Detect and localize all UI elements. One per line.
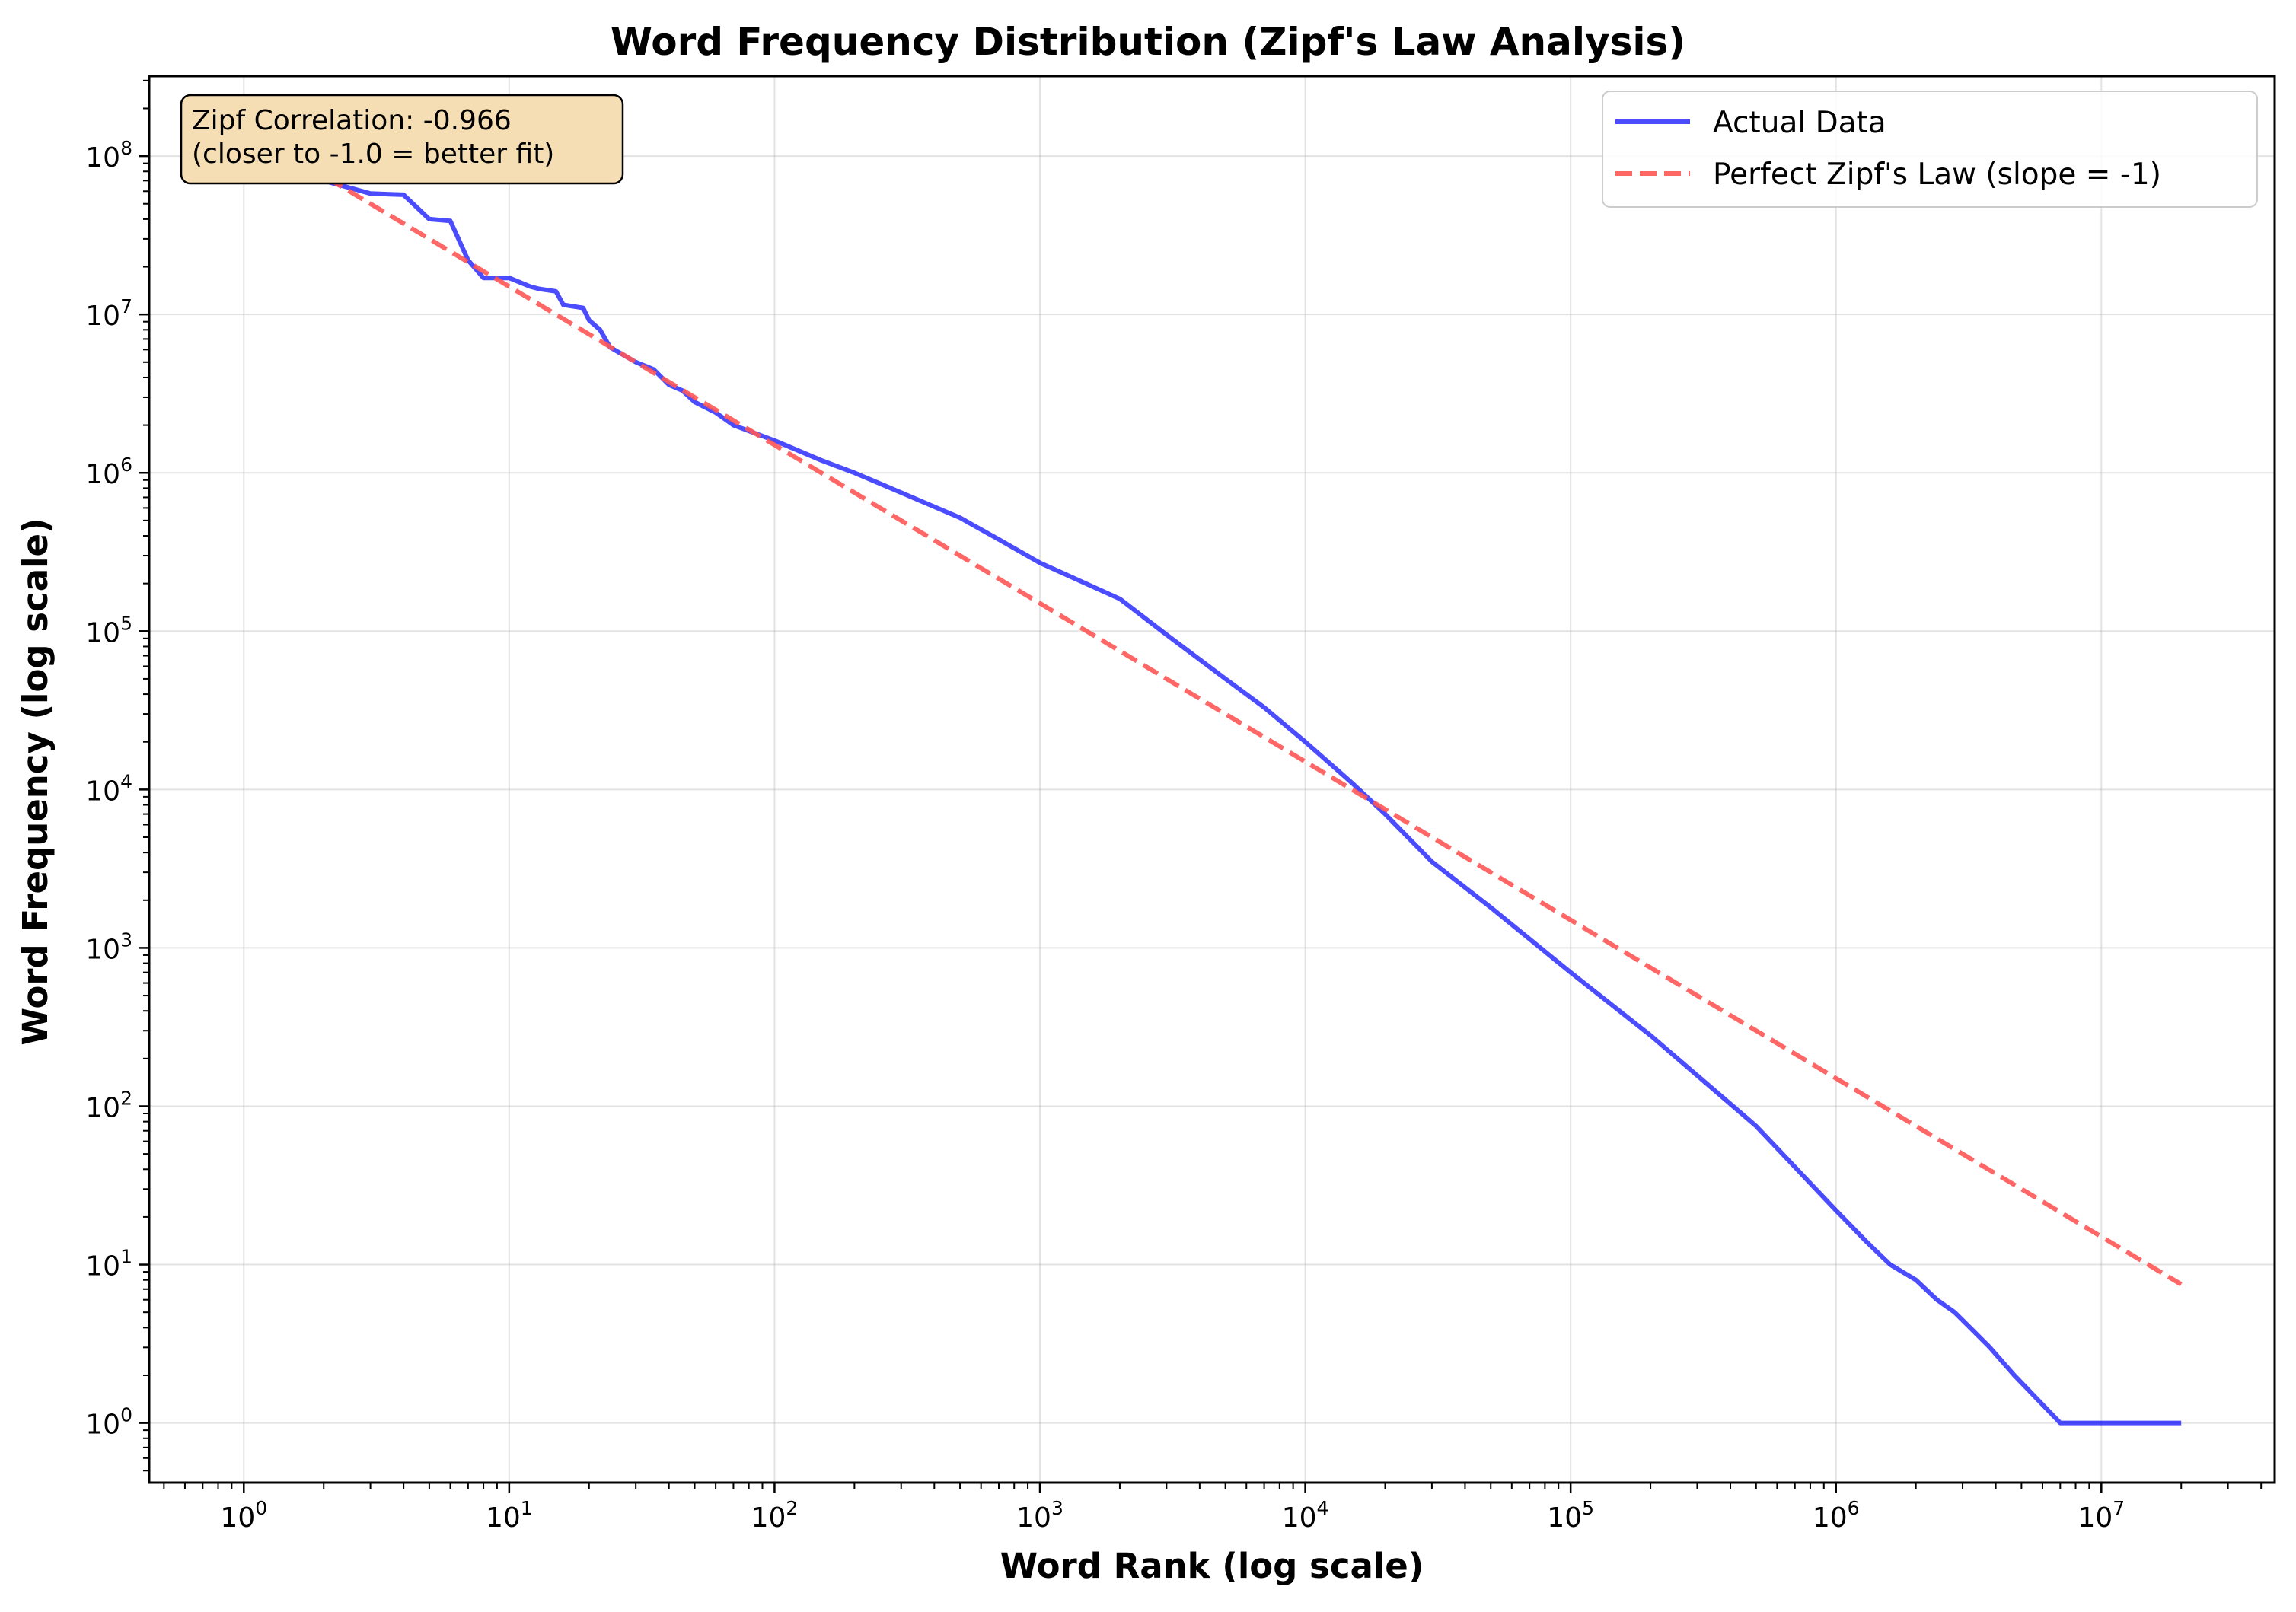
annotation-box (180, 94, 624, 185)
y-tick-label: 104 (85, 770, 132, 807)
annotation-line-1: Zipf Correlation: -0.966 (192, 105, 512, 136)
y-tick-label: 107 (85, 295, 132, 332)
y-tick-label: 106 (85, 454, 132, 490)
correlation-annotation: Zipf Correlation: -0.966 (closer to -1.0… (180, 94, 624, 185)
x-tick-label: 104 (1282, 1497, 1329, 1534)
y-tick-label: 103 (85, 929, 132, 965)
legend-box (1602, 91, 2258, 208)
y-tick-label: 102 (85, 1087, 132, 1123)
zipf-reference-line (242, 126, 2183, 1287)
x-tick-label: 101 (486, 1497, 533, 1534)
x-axis-label: Word Rank (log scale) (1000, 1546, 1424, 1586)
grid-lines (149, 76, 2275, 1483)
x-tick-label: 107 (2078, 1497, 2125, 1534)
x-tick-label: 106 (1813, 1497, 1860, 1534)
y-axis-label: Word Frequency (log scale) (15, 518, 56, 1045)
axis-ticks: 100 101 102 103 104 105 106 107 100 101 102 103 104 1… (85, 79, 2263, 1534)
x-tick-label: 103 (1016, 1497, 1063, 1534)
actual-data-line (242, 126, 2182, 1426)
y-tick-label: 105 (85, 612, 132, 648)
y-tick-label: 100 (85, 1404, 132, 1441)
x-tick-label: 102 (751, 1497, 799, 1534)
legend: Actual Data Perfect Zipf's Law (slope = … (1602, 91, 2258, 208)
x-tick-label: 105 (1547, 1497, 1594, 1534)
annotation-line-2: (closer to -1.0 = better fit) (192, 139, 554, 170)
plot-area-frame (148, 75, 2276, 1484)
y-tick-label: 101 (85, 1246, 132, 1282)
legend-label-actual: Actual Data (1713, 106, 1886, 140)
x-tick-label: 100 (220, 1497, 267, 1534)
y-tick-label: 108 (85, 137, 132, 174)
legend-label-zipf: Perfect Zipf's Law (slope = -1) (1713, 158, 2161, 192)
plot-series (242, 126, 2183, 1426)
chart-title: Word Frequency Distribution (Zipf's Law … (611, 20, 1685, 64)
